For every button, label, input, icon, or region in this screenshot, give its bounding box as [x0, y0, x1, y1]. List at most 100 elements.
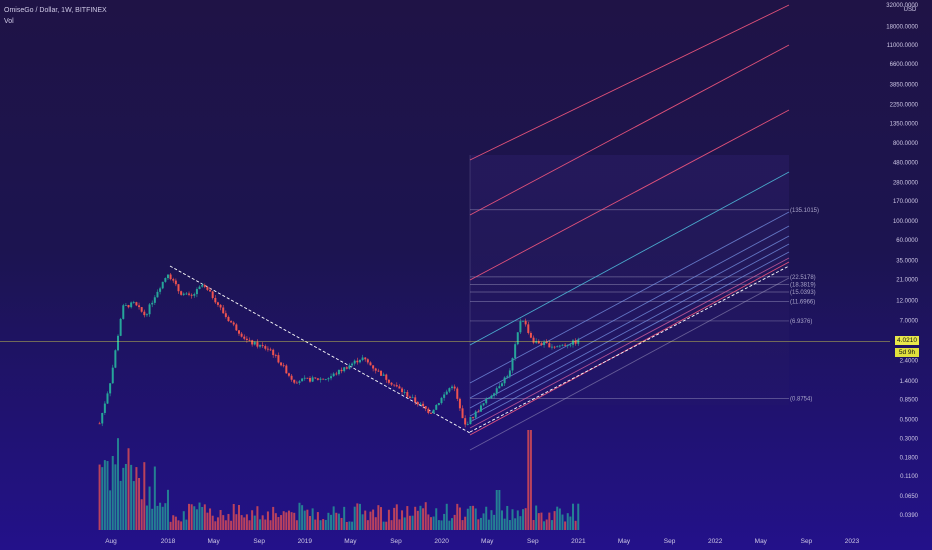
candle-body [127, 305, 130, 308]
volume-bar [251, 510, 254, 530]
candle-body [335, 373, 338, 375]
candle-body [490, 395, 493, 399]
time-tick: May [618, 538, 631, 545]
candle-body [135, 302, 138, 306]
volume-bar [469, 506, 472, 530]
candle-body [377, 370, 380, 372]
volume-bar [103, 460, 106, 530]
volume-bar [456, 503, 459, 530]
volume-bar [332, 506, 335, 530]
channel-line [469, 235, 790, 409]
volume-bar [214, 521, 217, 530]
price-tick: 1.4000 [900, 379, 919, 385]
pitchfork-channel[interactable] [469, 4, 790, 451]
candle-body [122, 305, 125, 319]
volume-bar [443, 513, 446, 530]
volume-bar [572, 503, 574, 530]
volume-bar [193, 506, 196, 530]
candle-body [487, 398, 490, 400]
time-tick: 2022 [708, 538, 723, 545]
volume-bar [395, 504, 398, 530]
candle-body [372, 365, 375, 369]
volume-label: Vol [4, 18, 14, 25]
candle-body [269, 349, 272, 351]
candle-body [458, 398, 461, 409]
price-tick: 2250.0000 [890, 102, 919, 108]
volume-bar [277, 517, 280, 530]
volume-bar [295, 520, 298, 530]
candle-body [230, 321, 233, 323]
currency-label: USD [903, 7, 917, 13]
candle-body [290, 375, 293, 380]
volume-bar [364, 510, 367, 530]
volume-bar [464, 516, 467, 530]
volume-bar [345, 521, 348, 530]
volume-bar [387, 509, 390, 530]
time-tick: 2019 [298, 538, 313, 545]
volume-bar [524, 508, 527, 530]
candle-body [298, 381, 301, 383]
candle-body [529, 332, 532, 338]
candle-body [182, 293, 185, 295]
candle-body [527, 324, 530, 333]
time-tick: 2021 [571, 538, 586, 545]
time-tick: Aug [105, 538, 117, 545]
candle-body [351, 363, 354, 366]
volume-bar [401, 510, 404, 530]
candle-body [132, 302, 135, 303]
volume-bar [324, 519, 327, 530]
volume-bar [266, 511, 269, 530]
trendline-group[interactable] [169, 265, 471, 434]
candle-body [366, 359, 369, 363]
volume-bar [219, 510, 222, 530]
candle-body [500, 383, 503, 387]
price-tick: 0.1100 [900, 474, 919, 480]
price-tick: 21.0000 [896, 277, 918, 283]
candle-body [266, 348, 269, 350]
fib-level-label: (22.5178) [790, 275, 816, 281]
candle-body [414, 397, 417, 403]
volume-bar [303, 510, 306, 530]
candle-body [461, 408, 464, 419]
fib-level-label: (135.1015) [790, 208, 819, 214]
volume-bar [111, 455, 114, 530]
volume-bar [537, 513, 540, 530]
volume-bar [245, 514, 248, 530]
volume-bar [477, 519, 480, 530]
volume-bar [269, 520, 272, 530]
price-tick: 60.0000 [896, 238, 918, 244]
candle-body [216, 302, 219, 305]
price-tick: 280.0000 [893, 180, 919, 186]
candle-body [343, 367, 346, 372]
volume-bar [506, 505, 509, 530]
volume-bar [316, 512, 319, 530]
candle-body [356, 360, 359, 363]
volume-bar [293, 512, 296, 530]
volume-bar [382, 521, 385, 530]
volume-bar [287, 510, 290, 530]
candles [98, 273, 580, 428]
candle-body [358, 360, 361, 363]
volume-bar [156, 505, 159, 530]
volume-bar [240, 515, 243, 530]
volume-bar [195, 509, 198, 530]
candle-body [261, 345, 264, 347]
time-tick: 2023 [845, 538, 860, 545]
volume-bar [569, 516, 572, 530]
volume-bar [385, 521, 388, 530]
volume-bar [343, 506, 346, 530]
candle-body [209, 289, 212, 292]
price-tick: 12.0000 [896, 298, 918, 304]
candle-body [574, 340, 577, 344]
candle-body [361, 357, 364, 361]
volume-bar [264, 519, 267, 530]
volume-bar [201, 506, 204, 530]
candle-body [548, 343, 551, 348]
volume-bar [335, 512, 338, 530]
volume-bar [548, 512, 551, 530]
volume-bar [253, 515, 256, 530]
price-tick: 1350.0000 [890, 122, 919, 128]
candle-body [222, 307, 225, 314]
candle-body [174, 280, 177, 285]
